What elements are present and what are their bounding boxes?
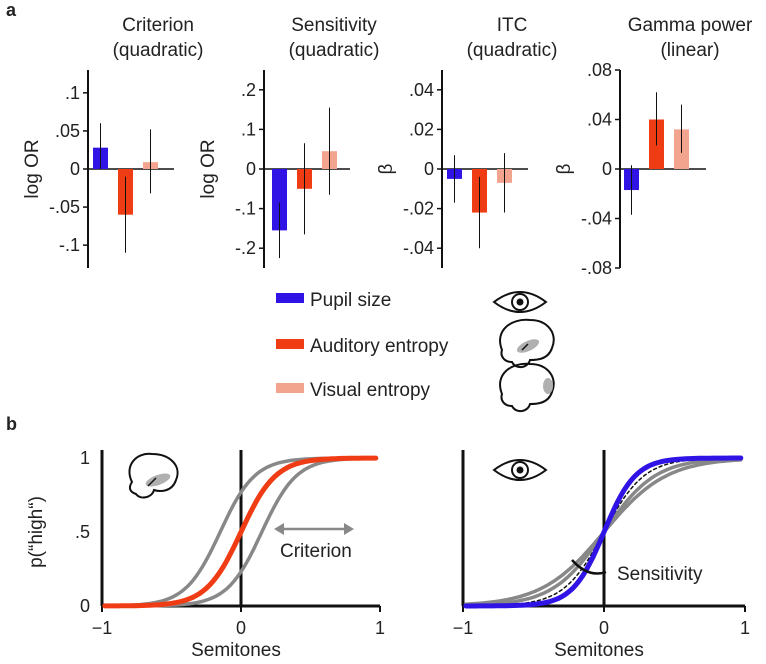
legend-label-auditory: Auditory entropy	[310, 336, 449, 357]
x-tick-label: 1	[375, 618, 385, 638]
chart-subtitle: (quadratic)	[467, 40, 558, 61]
criterion-annotation: Criterion	[280, 541, 352, 562]
x-tick-label: 0	[236, 618, 246, 638]
y-tick-label: -.05	[49, 197, 80, 217]
y-tick-label: .04	[409, 80, 434, 100]
y-tick-label: -.04	[581, 209, 612, 229]
x-axis-label: Semitones	[554, 640, 644, 661]
y-tick-label: .02	[409, 119, 434, 139]
bar-chart-itc: ITC (quadratic) .04 .02 0 -.02 -.04 β	[376, 15, 557, 268]
brain-auditory-icon	[499, 318, 555, 368]
y-tick-label: .08	[587, 60, 612, 80]
bar-chart-sensitivity: Sensitivity (quadratic) .2 .1 0 -.1 -.2 log OR	[198, 15, 379, 268]
y-tick-label: .5	[75, 522, 90, 542]
curve-chart-sensitivity-change: −1 0 1 Semitones Sensitivity	[453, 450, 750, 661]
legend-swatch-pupil	[276, 293, 304, 303]
legend-label-visual: Visual entropy	[310, 380, 431, 401]
y-tick-label: -.08	[581, 258, 612, 278]
y-tick-label: -.02	[403, 199, 434, 219]
y-tick-label: -.04	[403, 238, 434, 258]
bar-pupil	[272, 169, 287, 231]
y-tick-label: -.2	[235, 238, 256, 258]
chart-title: Criterion	[122, 15, 194, 36]
chart-subtitle: (quadratic)	[113, 40, 204, 61]
criterion-arrowhead-right	[344, 523, 354, 535]
chart-subtitle: (quadratic)	[289, 40, 380, 61]
y-tick-label: .1	[241, 119, 256, 139]
criterion-arrowhead-left	[274, 523, 284, 535]
y-tick-label: 1	[80, 448, 90, 468]
y-tick-label: 0	[70, 159, 80, 179]
chart-title: Gamma power	[628, 15, 753, 36]
y-tick-label: -.1	[59, 235, 80, 255]
chart-subtitle: (linear)	[660, 40, 719, 61]
curve-pupil	[463, 455, 744, 609]
curve-auditory	[102, 455, 379, 609]
y-tick-label: .05	[55, 121, 80, 141]
y-tick-label: 0	[80, 596, 90, 616]
y-axis-label: β	[376, 163, 397, 174]
x-tick-label: 1	[740, 618, 750, 638]
y-tick-label: .04	[587, 110, 612, 130]
y-tick-label: .2	[241, 80, 256, 100]
y-tick-label: 0	[246, 159, 256, 179]
x-tick-label: −1	[92, 618, 113, 638]
brain-auditory-icon	[128, 452, 179, 499]
eye-icon	[492, 291, 548, 313]
eye-icon	[492, 459, 548, 481]
bar-chart-gamma: Gamma power (linear) .08 .04 0 -.04 -.08 β	[554, 15, 753, 278]
x-tick-label: −1	[453, 618, 474, 638]
legend: Pupil size Auditory entropy Visual entro…	[276, 290, 555, 412]
x-axis-label: Semitones	[191, 640, 281, 661]
panel-label-b: b	[6, 414, 17, 434]
panel-label-a: a	[6, 0, 17, 20]
sensitivity-arc	[571, 559, 607, 575]
x-tick-label: 0	[599, 618, 609, 638]
y-tick-label: 0	[602, 159, 612, 179]
brain-visual-icon	[499, 362, 555, 412]
y-axis-label: log OR	[22, 139, 43, 198]
y-tick-label: -.1	[235, 199, 256, 219]
y-tick-label: .1	[65, 83, 80, 103]
legend-swatch-auditory	[276, 339, 304, 349]
y-axis-label: p(“high“)	[26, 496, 47, 568]
bar-chart-criterion: Criterion (quadratic) .1 .05 0 -.05 -.1 log OR	[22, 15, 203, 268]
legend-label-pupil: Pupil size	[310, 290, 391, 311]
sensitivity-annotation: Sensitivity	[617, 564, 703, 585]
y-axis-label: β	[554, 163, 575, 174]
legend-swatch-visual	[276, 383, 304, 393]
y-tick-label: 0	[424, 159, 434, 179]
chart-title: ITC	[497, 15, 528, 36]
y-axis-label: log OR	[198, 139, 219, 198]
chart-title: Sensitivity	[291, 15, 377, 36]
